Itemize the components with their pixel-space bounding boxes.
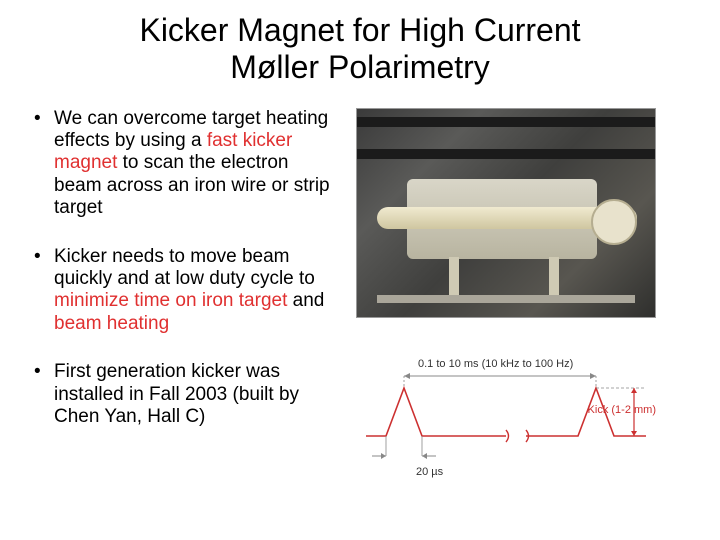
kicker-magnet-photo [356,108,656,318]
content-row: We can overcome target heating effects b… [30,108,690,478]
diagram-bottom-label: 20 µs [416,466,443,478]
bullet-2-accent-1: minimize time on iron target [54,290,287,311]
bullet-2-pre: Kicker needs to move beam quickly and at… [54,246,315,289]
bullet-list: We can overcome target heating effects b… [30,108,340,429]
title-line-2: Møller Polarimetry [230,49,490,85]
timing-diagram: 0.1 to 10 ms (10 kHz to 100 Hz) Kick (1-… [356,358,656,478]
bullet-2: Kicker needs to move beam quickly and at… [30,246,340,336]
bullet-3-text: First generation kicker was installed in… [54,361,299,427]
bullet-3: First generation kicker was installed in… [30,361,340,428]
figure-column: 0.1 to 10 ms (10 kHz to 100 Hz) Kick (1-… [356,108,690,478]
diagram-right-label: Kick (1-2 mm) [588,404,656,416]
title-line-1: Kicker Magnet for High Current [139,12,580,48]
slide-title: Kicker Magnet for High Current Møller Po… [30,12,690,86]
bullet-2-accent-2: beam heating [54,313,169,334]
diagram-top-label: 0.1 to 10 ms (10 kHz to 100 Hz) [418,358,573,370]
bullet-column: We can overcome target heating effects b… [30,108,340,478]
bullet-2-mid: and [287,290,324,311]
bullet-1: We can overcome target heating effects b… [30,108,340,220]
timing-diagram-svg [356,358,656,478]
